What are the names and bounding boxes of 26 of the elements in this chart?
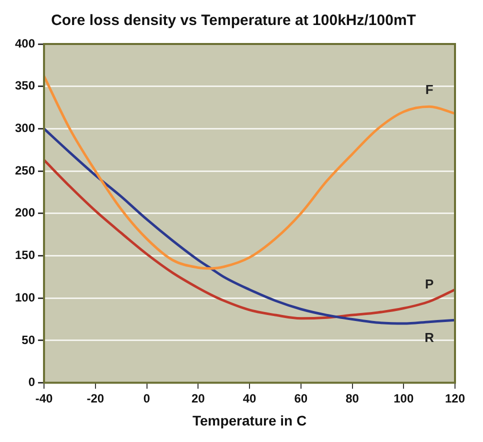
- y-tick-label: 250: [14, 163, 36, 178]
- x-axis-title: Temperature in C: [192, 412, 307, 428]
- x-tick-label: 120: [444, 391, 466, 406]
- y-tick-label: 300: [14, 121, 36, 136]
- line-series: [44, 158, 455, 320]
- y-tick-label: 0: [28, 375, 36, 390]
- x-tick-label: 40: [242, 391, 257, 406]
- x-tick-label: -20: [86, 391, 104, 406]
- y-tick-label: 150: [14, 248, 36, 262]
- y-tick-label: 100: [14, 290, 36, 304]
- y-tick-label: 400: [14, 36, 36, 50]
- line-series: [44, 74, 455, 270]
- chart-title: Core loss density vs Temperature at 100kHz/100mT: [51, 12, 416, 30]
- x-tick-label: 0: [143, 391, 150, 406]
- x-tick-label: 60: [294, 391, 308, 406]
- x-tick-label: 80: [346, 391, 360, 406]
- series-label: F: [425, 82, 434, 97]
- x-tick-label: -40: [35, 391, 54, 406]
- y-tick-label: 350: [14, 78, 36, 93]
- series-label: P: [424, 276, 434, 292]
- series-label: R: [424, 330, 435, 345]
- line-series: [44, 127, 455, 325]
- x-tick-label: 100: [394, 391, 414, 406]
- y-tick-label: 200: [14, 206, 36, 220]
- x-tick-label: 20: [191, 391, 206, 406]
- y-tick-label: 50: [22, 332, 36, 347]
